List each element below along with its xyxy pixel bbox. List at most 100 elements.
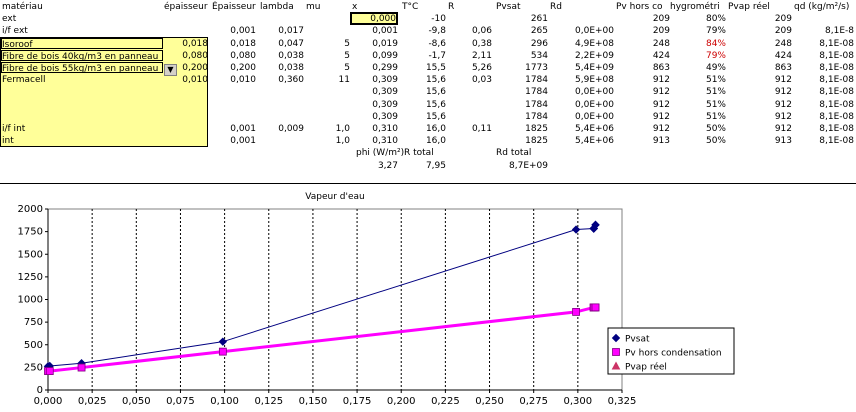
table-cell[interactable]: 51% [705, 111, 726, 122]
table-cell[interactable]: 1784 [525, 87, 548, 98]
table-cell[interactable]: 4,9E+08 [575, 38, 614, 49]
table-cell[interactable]: 0,200 [230, 63, 256, 73]
rd-total-label[interactable]: Rd total [496, 148, 532, 159]
table-cell[interactable]: 8,1E-08 [819, 63, 854, 73]
table-cell[interactable]: Fibre de bois 40kg/m3 en panneau [1, 49, 163, 61]
column-header[interactable]: x [352, 2, 358, 12]
table-cell[interactable]: 209 [652, 14, 670, 25]
table-cell[interactable]: 8,1E-8 [825, 26, 854, 37]
table-cell[interactable]: 0,310 [372, 136, 398, 147]
column-header[interactable]: Épaisseur [212, 2, 256, 12]
table-cell[interactable]: 0,309 [372, 87, 398, 98]
table-cell[interactable] [258, 135, 304, 147]
table-cell[interactable]: 5,4E+06 [575, 124, 614, 134]
table-cell[interactable]: 0,001 [372, 26, 398, 37]
table-cell[interactable]: 15,5 [425, 63, 446, 73]
table-cell[interactable]: 5,4E+09 [575, 63, 614, 73]
table-cell[interactable]: 912 [774, 99, 792, 110]
table-cell[interactable] [446, 99, 492, 111]
table-cell[interactable]: Fermacell [2, 75, 46, 86]
table-cell[interactable]: 5,26 [471, 63, 492, 73]
table-cell[interactable]: 912 [652, 111, 670, 122]
table-cell[interactable]: 0,099 [372, 50, 398, 61]
table-cell[interactable]: 5,4E+06 [575, 136, 614, 147]
table-cell[interactable]: 0,11 [471, 124, 492, 134]
table-cell[interactable]: 0,06 [471, 26, 492, 37]
table-cell[interactable]: 0,010 [230, 75, 256, 86]
table-cell[interactable] [210, 86, 256, 98]
table-cell[interactable]: 913 [652, 136, 670, 147]
table-cell[interactable]: 79% [705, 26, 726, 37]
table-cell[interactable]: 0,0E+00 [575, 111, 614, 122]
table-cell[interactable]: 0,310 [372, 124, 398, 134]
table-cell[interactable]: 424 [652, 50, 670, 61]
column-header[interactable]: lambda [260, 2, 294, 12]
table-cell[interactable]: 296 [530, 38, 548, 49]
rd-total-value[interactable]: 8,7E+09 [509, 160, 548, 171]
table-cell[interactable] [304, 111, 350, 123]
table-cell[interactable]: Fibre de bois 55kg/m3 en panneau [1, 62, 163, 73]
table-cell[interactable]: 0,010 [182, 75, 208, 86]
table-cell[interactable] [162, 99, 208, 111]
table-cell[interactable]: 15,6 [425, 99, 446, 110]
column-header[interactable]: Pvap réel [728, 2, 770, 12]
table-cell[interactable]: 16,0 [425, 124, 446, 134]
table-cell[interactable]: 0,001 [230, 26, 256, 37]
table-cell[interactable]: Isoroof [1, 37, 163, 49]
r-total-label[interactable]: R total [404, 148, 434, 159]
table-cell[interactable] [446, 13, 492, 25]
table-cell[interactable]: 15,6 [425, 111, 446, 122]
table-cell[interactable] [162, 86, 208, 98]
table-cell[interactable]: i/f ext [2, 26, 28, 37]
table-cell[interactable]: i/f int [2, 124, 26, 134]
table-cell[interactable] [162, 111, 208, 123]
table-cell[interactable]: 0,38 [471, 38, 492, 49]
table-cell[interactable] [258, 111, 304, 123]
table-cell[interactable]: 16,0 [425, 136, 446, 147]
material-dropdown-button[interactable]: ▼ [164, 64, 177, 76]
table-cell[interactable]: 1825 [525, 124, 548, 134]
table-cell[interactable]: 912 [652, 124, 670, 134]
table-cell[interactable]: 0,009 [278, 124, 304, 134]
table-cell[interactable] [162, 135, 208, 147]
table-cell[interactable]: 8,1E-08 [819, 50, 854, 61]
table-cell[interactable]: 1784 [525, 99, 548, 110]
table-cell[interactable]: 5 [344, 50, 350, 61]
table-cell[interactable]: 11 [338, 75, 350, 86]
table-cell[interactable] [2, 111, 162, 123]
table-cell[interactable]: 0,000 [350, 12, 398, 26]
table-cell[interactable] [304, 25, 350, 37]
table-cell[interactable]: 51% [705, 75, 726, 86]
table-cell[interactable]: 1784 [525, 111, 548, 122]
table-cell[interactable] [304, 13, 350, 25]
table-cell[interactable]: 8,1E-08 [819, 136, 854, 147]
table-cell[interactable]: 1,0 [335, 124, 350, 134]
table-cell[interactable]: 2,2E+09 [575, 50, 614, 61]
table-cell[interactable]: 0,001 [230, 136, 256, 147]
table-cell[interactable] [2, 86, 162, 98]
phi-value[interactable]: 3,27 [377, 160, 398, 171]
column-header[interactable]: hygrométri [670, 2, 720, 12]
table-cell[interactable]: 0,309 [372, 99, 398, 110]
table-cell[interactable]: 0,309 [372, 75, 398, 86]
table-cell[interactable] [210, 13, 256, 25]
table-cell[interactable]: 8,1E-08 [819, 38, 854, 49]
table-cell[interactable] [210, 99, 256, 111]
column-header[interactable]: matériau [2, 2, 43, 12]
table-cell[interactable] [258, 86, 304, 98]
table-cell[interactable] [446, 86, 492, 98]
table-cell[interactable]: 863 [652, 63, 670, 73]
table-cell[interactable]: 424 [774, 50, 792, 61]
table-cell[interactable]: 534 [530, 50, 548, 61]
table-cell[interactable]: 0,080 [182, 50, 208, 61]
table-cell[interactable] [258, 13, 304, 25]
column-header[interactable]: mu [306, 2, 321, 12]
table-cell[interactable] [446, 111, 492, 123]
table-cell[interactable]: 15,6 [425, 75, 446, 86]
table-cell[interactable]: 84% [705, 38, 726, 49]
table-cell[interactable]: 0,0E+00 [575, 99, 614, 110]
table-cell[interactable]: 261 [530, 14, 548, 25]
table-cell[interactable]: 49% [705, 63, 726, 73]
table-cell[interactable]: 50% [705, 124, 726, 134]
table-cell[interactable]: 209 [774, 26, 792, 37]
